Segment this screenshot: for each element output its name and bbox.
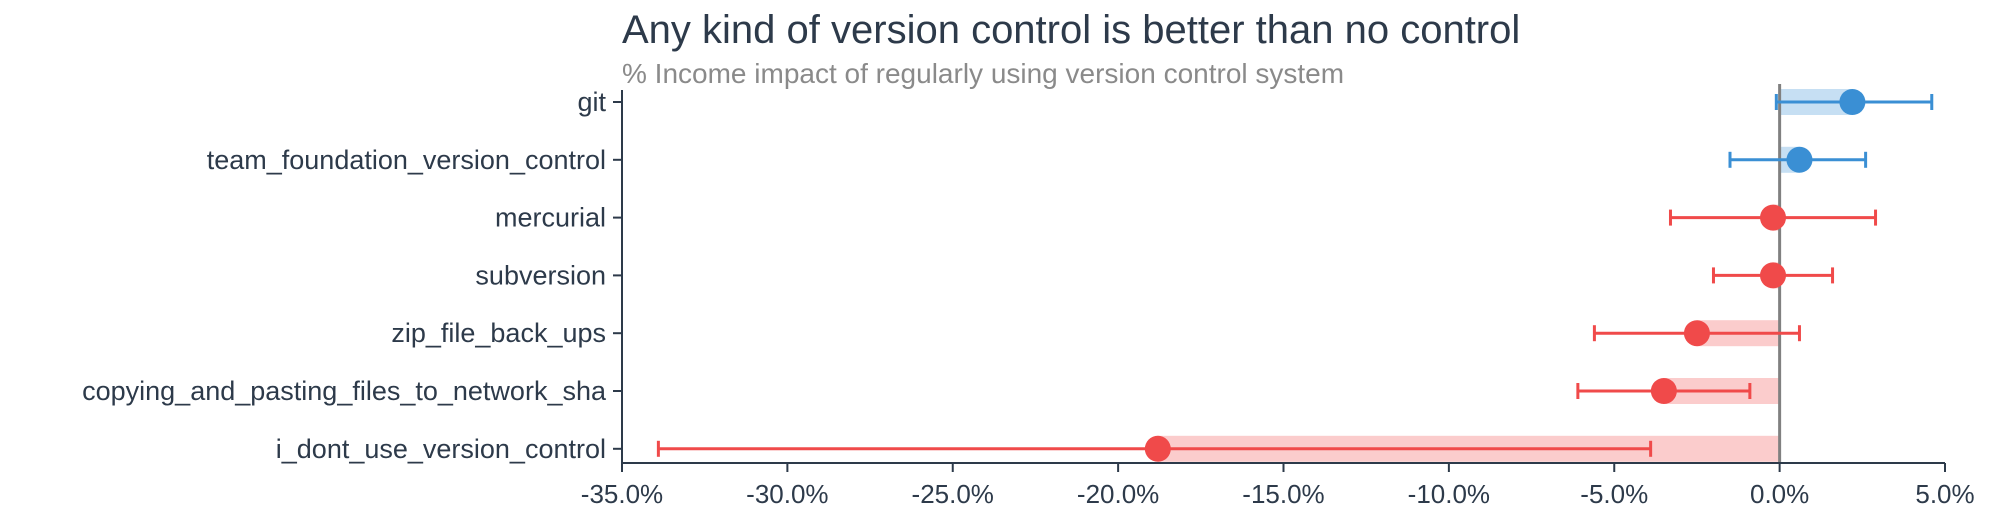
x-tick-label: -10.0% (1408, 479, 1490, 509)
x-tick-label: -5.0% (1580, 479, 1648, 509)
data-point (1839, 89, 1866, 115)
x-tick-label: 0.0% (1750, 479, 1809, 509)
chart-subtitle: % Income impact of regularly using versi… (622, 58, 1345, 89)
data-point (1760, 262, 1787, 289)
x-tick-label: 5.0% (1915, 479, 1974, 509)
data-point (1650, 378, 1677, 404)
x-tick-label: -35.0% (581, 479, 663, 509)
y-tick-label: subversion (475, 260, 606, 290)
y-tick-label: copying_and_pasting_files_to_network_sha (82, 376, 607, 406)
y-tick-label: zip_file_back_ups (391, 318, 606, 348)
data-point (1683, 320, 1710, 347)
y-tick-label: i_dont_use_version_control (276, 434, 606, 464)
x-tick-label: -25.0% (912, 479, 994, 509)
data-point (1786, 146, 1813, 173)
y-tick-label: git (577, 87, 606, 117)
data-point (1144, 435, 1171, 462)
y-tick-label: team_foundation_version_control (207, 145, 606, 175)
x-tick-label: -15.0% (1242, 479, 1324, 509)
y-tick-label: mercurial (495, 203, 606, 233)
chart-title: Any kind of version control is better th… (622, 8, 1521, 52)
x-tick-label: -30.0% (746, 479, 828, 509)
data-point (1760, 204, 1787, 231)
x-tick-label: -20.0% (1077, 479, 1159, 509)
